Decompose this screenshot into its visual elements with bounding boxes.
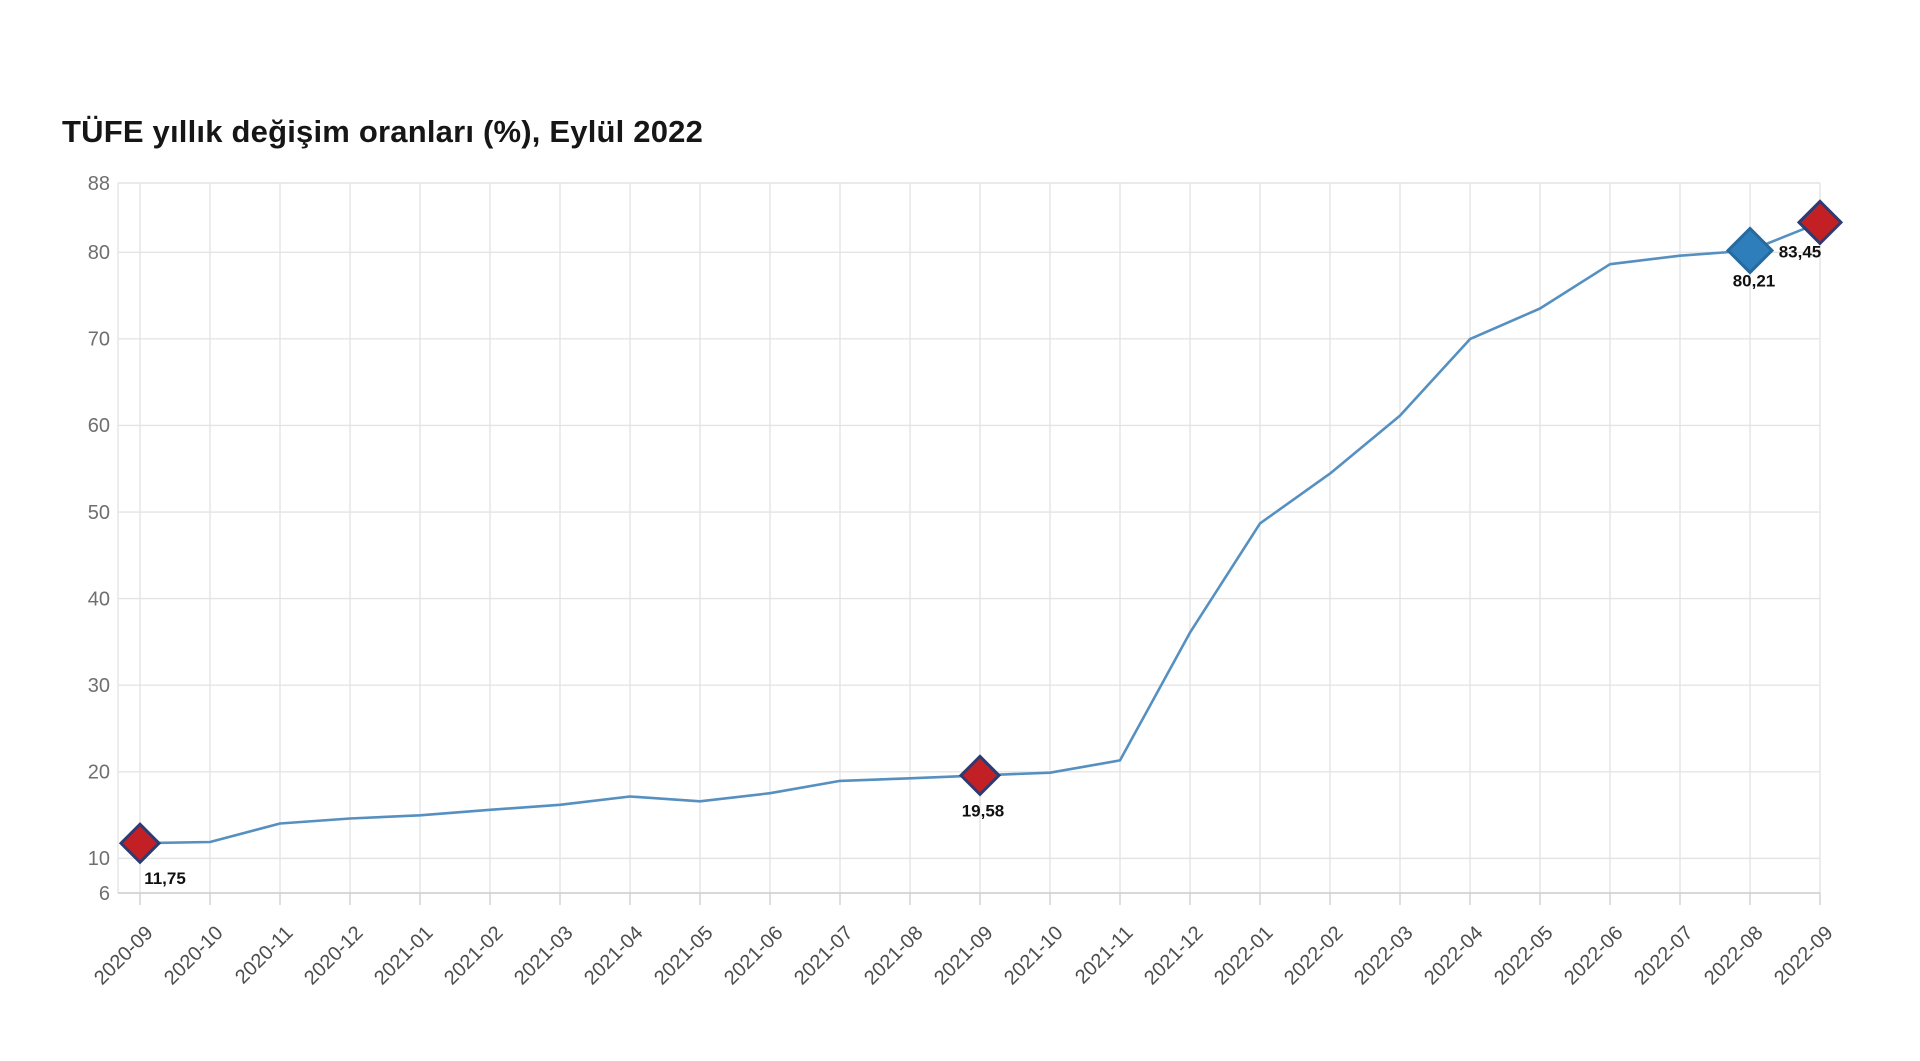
x-tick-label: 2020-11 [231, 922, 297, 988]
x-tick-label: 2021-04 [580, 922, 647, 989]
data-point-label: 11,75 [144, 869, 186, 888]
x-tick-label: 2022-09 [1770, 922, 1837, 989]
x-tick-label: 2022-04 [1420, 922, 1487, 989]
data-point-marker[interactable] [118, 822, 162, 865]
x-tick-label: 2022-01 [1210, 922, 1277, 989]
y-tick-label: 70 [88, 329, 110, 351]
y-tick-label: 80 [88, 242, 110, 264]
x-tick-label: 2021-05 [650, 922, 717, 989]
y-tick-label: 30 [88, 675, 110, 697]
x-tick-label: 2021-02 [440, 922, 507, 989]
data-point-marker[interactable] [1725, 226, 1775, 275]
x-tick-label: 2021-06 [720, 922, 787, 989]
x-tick-label: 2021-09 [930, 922, 997, 989]
y-tick-label: 6 [99, 883, 110, 905]
data-point-label: 19,58 [962, 801, 1005, 820]
x-tick-label: 2021-01 [370, 922, 437, 989]
y-tick-label: 10 [88, 848, 110, 870]
y-tick-label: 40 [88, 588, 110, 610]
x-tick-label: 2021-07 [790, 922, 857, 989]
y-tick-label: 20 [88, 762, 110, 784]
x-tick-label: 2022-06 [1560, 922, 1627, 989]
data-point-label: 80,21 [1733, 271, 1776, 290]
y-tick-label: 88 [88, 173, 110, 195]
x-tick-label: 2022-02 [1280, 922, 1347, 989]
x-tick-label: 2022-07 [1630, 922, 1697, 989]
chart-title: TÜFE yıllık değişim oranları (%), Eylül … [62, 114, 704, 149]
x-tick-label: 2021-03 [510, 922, 577, 989]
data-point-marker[interactable] [958, 754, 1002, 797]
x-tick-label: 2020-12 [300, 922, 367, 989]
x-tick-label: 2020-10 [160, 922, 227, 989]
x-tick-label: 2022-08 [1700, 922, 1767, 989]
x-tick-label: 2022-05 [1490, 922, 1557, 989]
x-tick-label: 2021-11 [1071, 922, 1137, 988]
y-tick-label: 60 [88, 415, 110, 437]
data-point-label: 83,45 [1779, 242, 1822, 261]
data-point-marker[interactable] [1796, 199, 1844, 246]
x-tick-label: 2021-10 [1000, 922, 1067, 989]
x-tick-label: 2021-12 [1140, 922, 1207, 989]
y-tick-label: 50 [88, 502, 110, 524]
x-tick-label: 2020-09 [90, 922, 157, 989]
x-tick-label: 2021-08 [860, 922, 927, 989]
x-tick-label: 2022-03 [1350, 922, 1417, 989]
